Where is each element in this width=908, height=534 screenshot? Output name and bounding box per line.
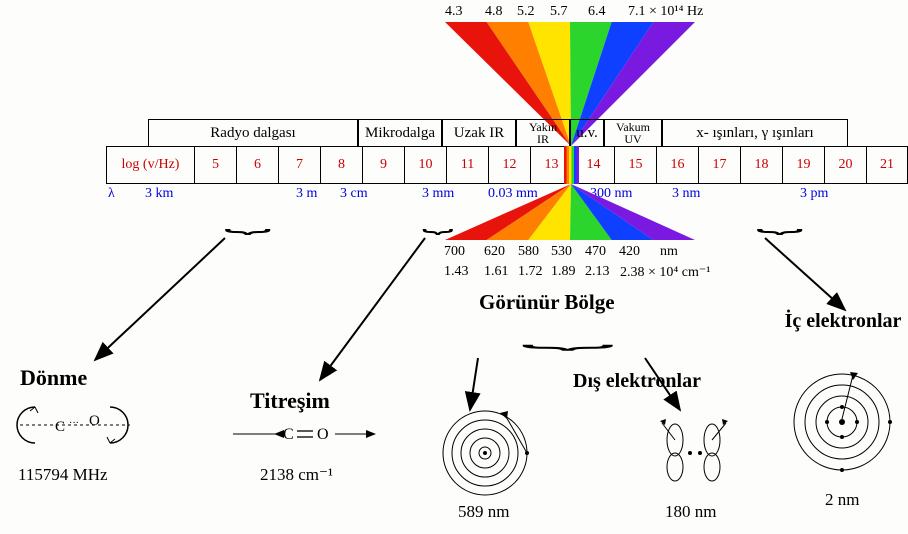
- outer-value-2: 180 nm: [665, 502, 716, 522]
- svg-text:···: ···: [69, 418, 79, 429]
- vibration-molecule-icon: C O: [225, 420, 385, 450]
- rotation-value: 115794 MHz: [18, 465, 108, 485]
- outer-orbital-icon: [650, 415, 740, 485]
- outer-atom-icon: [430, 405, 540, 505]
- outer-value-1: 589 nm: [458, 502, 509, 522]
- rotation-molecule-icon: C O ···: [10, 395, 140, 455]
- outer-electrons-title: Dış elektronlar: [573, 370, 701, 392]
- vibration-value: 2138 cm⁻¹: [260, 465, 333, 485]
- rotation-title: Dönme: [20, 365, 87, 391]
- svg-text:C: C: [283, 426, 294, 443]
- svg-text:O: O: [89, 413, 100, 429]
- inner-electrons-title: İç elektronlar: [783, 310, 903, 333]
- svg-text:C: C: [55, 419, 65, 435]
- vibration-title: Titreşim: [250, 388, 330, 414]
- inner-atom-icon: [790, 370, 900, 480]
- inner-value: 2 nm: [825, 490, 859, 510]
- svg-text:O: O: [317, 426, 329, 443]
